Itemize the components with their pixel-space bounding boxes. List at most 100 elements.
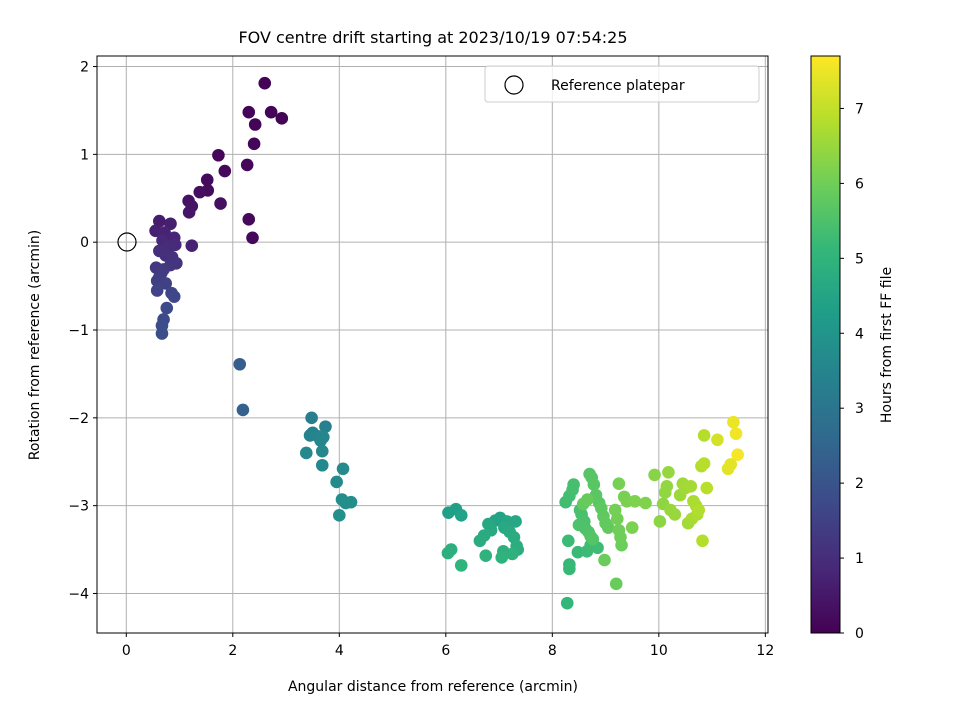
- x-tick-label: 10: [650, 643, 668, 659]
- data-point: [711, 433, 724, 447]
- y-tick-label: −3: [68, 499, 89, 515]
- y-tick-label: −1: [68, 323, 89, 339]
- x-tick-label: 0: [122, 643, 131, 659]
- data-point: [233, 357, 247, 371]
- legend: Reference platepar: [484, 65, 760, 103]
- data-point: [160, 301, 174, 315]
- data-point: [264, 105, 278, 119]
- data-point: [697, 457, 711, 470]
- data-point: [612, 477, 626, 491]
- data-point: [668, 508, 682, 521]
- x-axis-ticks: 0 2 4 6 8 10 12: [122, 633, 774, 659]
- data-point: [240, 158, 254, 172]
- data-point: [258, 76, 272, 90]
- plot-frame: [96, 55, 769, 634]
- data-point: [246, 231, 259, 245]
- data-point: [454, 509, 468, 522]
- data-point: [628, 494, 642, 508]
- y-tick-label: 2: [80, 60, 89, 76]
- y-axis-ticks: −4 −3 −2 −1 0 1 2: [68, 60, 97, 602]
- colorbar-tick-label: 2: [855, 476, 864, 492]
- data-point: [506, 547, 519, 561]
- data-point: [700, 481, 714, 495]
- y-tick-label: 0: [80, 235, 89, 251]
- data-point: [167, 290, 181, 303]
- data-point: [454, 559, 468, 572]
- data-point: [305, 411, 318, 425]
- data-point: [697, 429, 711, 442]
- x-tick-label: 6: [441, 643, 450, 659]
- y-axis-label: Rotation from reference (arcmin): [27, 230, 43, 460]
- colorbar: [810, 55, 841, 634]
- data-point: [299, 446, 313, 460]
- data-point: [571, 545, 585, 559]
- colorbar-tick-label: 3: [855, 401, 864, 417]
- data-point: [319, 420, 332, 433]
- data-point: [214, 197, 227, 210]
- data-point: [159, 277, 172, 290]
- data-point: [563, 562, 576, 576]
- data-point: [315, 458, 329, 472]
- data-point: [609, 577, 623, 591]
- data-point: [442, 506, 455, 519]
- data-point: [479, 549, 493, 563]
- y-tick-label: −2: [68, 411, 89, 427]
- data-point: [200, 173, 214, 187]
- data-point: [601, 521, 615, 534]
- data-point: [242, 213, 256, 226]
- data-point: [696, 534, 709, 548]
- data-point: [248, 118, 262, 131]
- data-point: [598, 553, 611, 567]
- x-gridlines: [125, 56, 766, 633]
- data-point: [150, 284, 164, 297]
- data-point: [561, 534, 575, 548]
- data-point: [648, 468, 661, 482]
- data-point: [587, 478, 601, 491]
- colorbar-tick-label: 5: [855, 251, 864, 267]
- colorbar-label: Hours from first FF file: [879, 267, 895, 423]
- x-tick-label: 8: [548, 643, 557, 659]
- data-point: [567, 478, 580, 491]
- data-point: [441, 546, 455, 560]
- legend-box: [484, 65, 760, 103]
- data-point: [653, 515, 667, 528]
- data-point: [581, 493, 594, 506]
- data-point: [153, 214, 166, 228]
- data-point: [625, 521, 639, 534]
- data-point: [185, 239, 199, 252]
- colorbar-tick-label: 7: [855, 101, 864, 117]
- data-point: [473, 534, 487, 548]
- x-axis-label: Angular distance from reference (arcmin): [288, 679, 578, 695]
- x-tick-label: 4: [335, 643, 344, 659]
- chart-title: FOV centre drift starting at 2023/10/19 …: [238, 28, 627, 47]
- reference-marker: [117, 232, 137, 252]
- colorbar-ticks: 0 1 2 3 4 5 6 7: [840, 101, 864, 642]
- data-point: [333, 509, 346, 522]
- legend-entry: Reference platepar: [551, 78, 685, 94]
- data-point: [560, 596, 574, 610]
- x-tick-label: 12: [756, 643, 774, 659]
- data-point: [724, 458, 738, 471]
- data-point: [212, 148, 225, 162]
- data-point: [339, 496, 352, 510]
- data-point: [612, 523, 626, 537]
- data-point: [684, 480, 698, 493]
- colorbar-tick-label: 6: [855, 176, 864, 192]
- colorbar-tick-label: 1: [855, 551, 864, 567]
- data-point: [692, 503, 706, 517]
- data-point: [236, 403, 250, 417]
- colorbar-tick-label: 0: [855, 626, 864, 642]
- data-point: [242, 105, 256, 119]
- data-point: [639, 496, 652, 510]
- y-tick-label: 1: [80, 147, 89, 163]
- data-point: [275, 112, 289, 125]
- data-point: [336, 462, 350, 476]
- legend-marker: [504, 75, 524, 95]
- data-point: [155, 327, 169, 340]
- data-point: [247, 137, 261, 151]
- data-points: [149, 76, 744, 610]
- data-point: [330, 475, 343, 489]
- data-point: [315, 444, 329, 458]
- data-point: [727, 415, 740, 429]
